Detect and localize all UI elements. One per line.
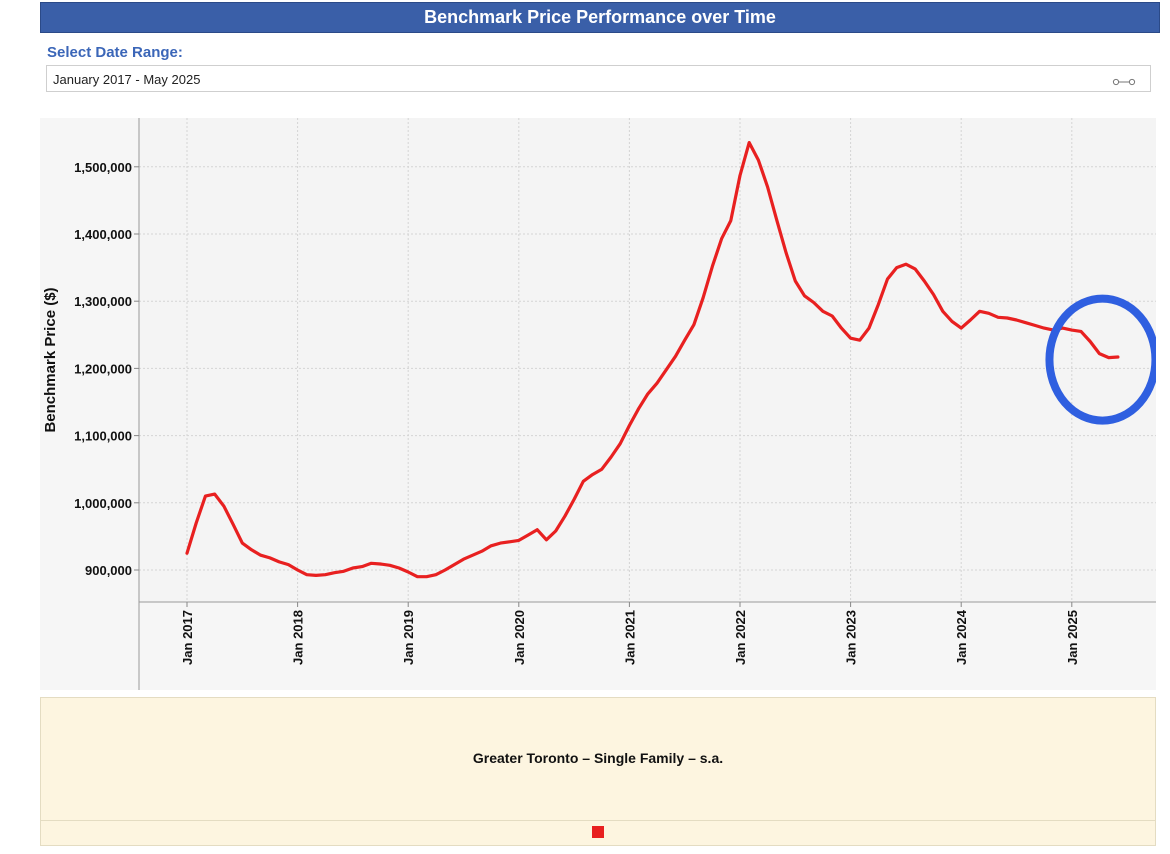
x-tick-label: Jan 2018 — [291, 610, 306, 665]
y-tick-label: 1,400,000 — [74, 227, 132, 242]
x-tick-label: Jan 2023 — [844, 610, 859, 665]
highlight-circle — [1045, 294, 1160, 425]
x-tick-label: Jan 2022 — [733, 610, 748, 665]
x-tick-label: Jan 2017 — [180, 610, 195, 665]
y-axis-title: Benchmark Price ($) — [42, 287, 59, 432]
date-range-label: Select Date Range: — [47, 44, 183, 61]
x-tick-label: Jan 2021 — [622, 610, 637, 665]
legend-strip — [41, 820, 1155, 845]
range-slider-icon[interactable] — [1112, 74, 1136, 92]
y-tick-label: 1,200,000 — [74, 361, 132, 376]
y-tick-label: 1,300,000 — [74, 294, 132, 309]
y-tick-label: 1,500,000 — [74, 160, 132, 175]
chart-svg: 900,000 1,000,000 1,100,000 1,200,000 1,300,… — [40, 118, 1160, 690]
x-tick-label: Jan 2019 — [401, 610, 416, 665]
y-tick-label: 1,100,000 — [74, 429, 132, 444]
legend: Greater Toronto – Single Family – s.a. — [40, 697, 1156, 846]
legend-series-name: Greater Toronto – Single Family – s.a. — [472, 750, 724, 766]
x-tick-label: Jan 2020 — [512, 610, 527, 665]
price-chart: 900,000 1,000,000 1,100,000 1,200,000 1,300,… — [40, 118, 1160, 690]
date-range-value: January 2017 - May 2025 — [53, 72, 201, 87]
y-tick-label: 900,000 — [85, 563, 132, 578]
series-line — [185, 141, 1120, 579]
date-range-selector[interactable]: January 2017 - May 2025 — [46, 65, 1151, 92]
x-tick-label: Jan 2024 — [954, 609, 969, 665]
y-tick-label: 1,000,000 — [74, 496, 132, 511]
x-tick-label: Jan 2025 — [1065, 610, 1080, 665]
chart-title: Benchmark Price Performance over Time — [40, 2, 1160, 33]
legend-swatch[interactable] — [592, 826, 604, 838]
plot-area — [138, 118, 1156, 602]
